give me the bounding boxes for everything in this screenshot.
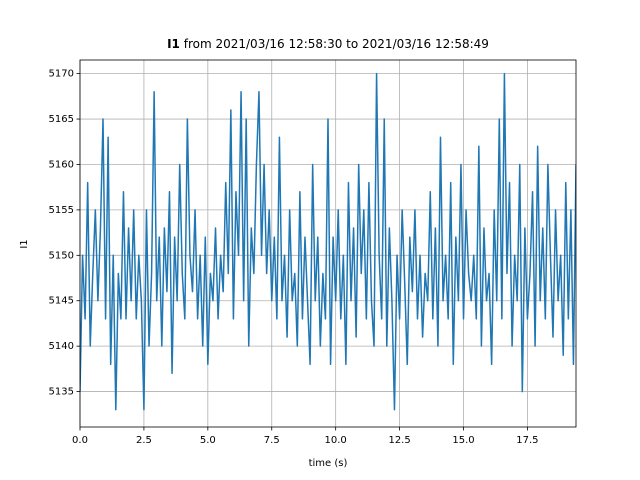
x-axis-label: time (s)	[309, 458, 348, 469]
data-line	[80, 72, 576, 411]
y-tick-label: 5165	[49, 114, 74, 125]
x-tick-label: 0.0	[72, 435, 88, 446]
x-tick-label: 5.0	[200, 435, 216, 446]
y-tick-label: 5140	[49, 341, 74, 352]
x-tick-label: 17.5	[516, 435, 538, 446]
x-tick-label: 2.5	[136, 435, 152, 446]
x-tick-label: 10.0	[325, 435, 347, 446]
y-tick-label: 5170	[49, 69, 74, 80]
y-tick-label: 5145	[49, 296, 74, 307]
y-tick-label: 5135	[49, 387, 74, 398]
title-text: from 2021/03/16 12:58:30 to 2021/03/16 1…	[180, 37, 489, 51]
y-tick-label: 5150	[49, 250, 74, 261]
y-axis-label: I1	[19, 239, 30, 248]
plot-frame	[79, 59, 577, 428]
y-tick-label: 5155	[49, 205, 74, 216]
title-variable: I1	[167, 37, 180, 51]
chart-title: I1 from 2021/03/16 12:58:30 to 2021/03/1…	[167, 37, 489, 51]
y-tick-label: 5160	[49, 159, 74, 170]
x-tick-label: 7.5	[264, 435, 280, 446]
x-tick-label: 15.0	[452, 435, 474, 446]
x-tick-label: 12.5	[388, 435, 410, 446]
